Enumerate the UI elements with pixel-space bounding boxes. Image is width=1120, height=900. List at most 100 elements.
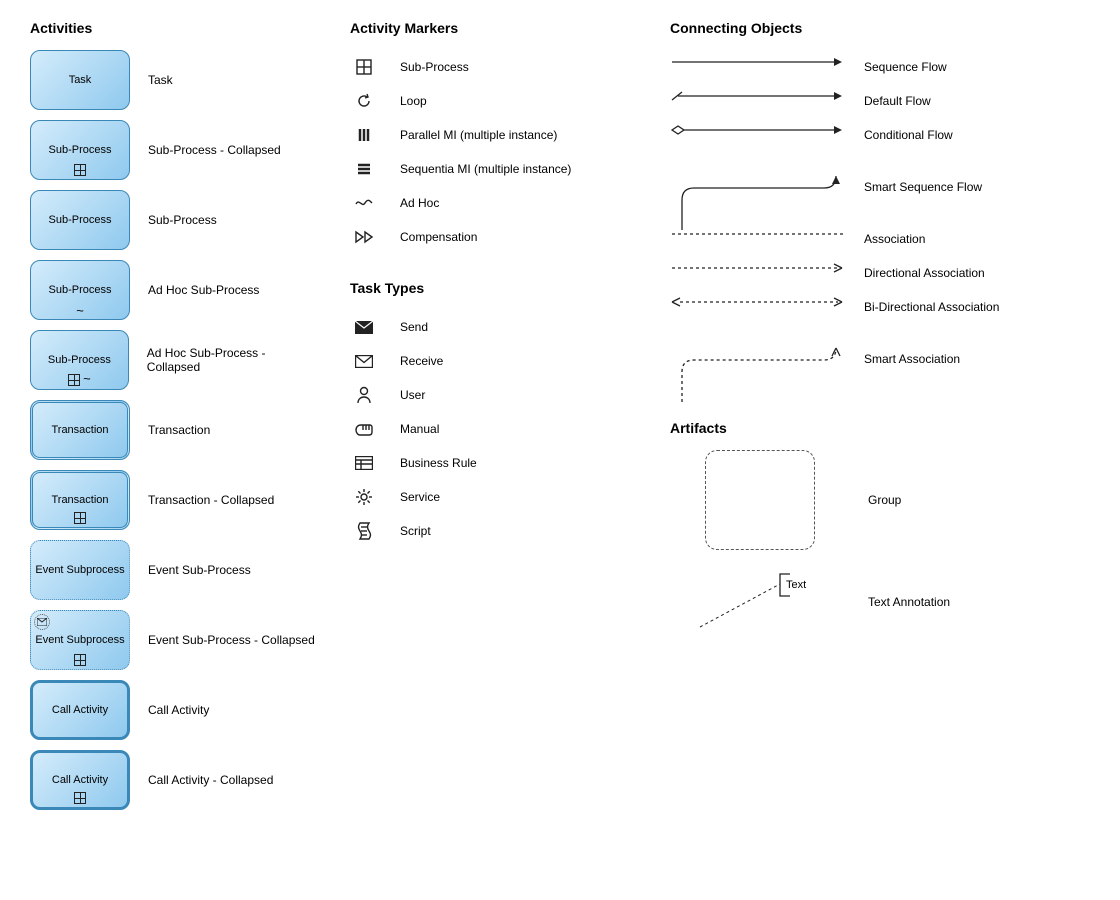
activity-marker-label: Sequentia MI (multiple instance) — [400, 162, 571, 176]
activity-label: Event Sub-Process — [148, 563, 251, 577]
task-type-label: Receive — [400, 354, 443, 368]
activity-shape: Sub-Process — [30, 120, 130, 180]
activity-shape: Transaction — [30, 400, 130, 460]
tilde-icon — [350, 198, 378, 208]
activity-shape-label: Event Subprocess — [35, 564, 124, 576]
bidir_association-connector-icon — [670, 292, 850, 322]
artifact-label: Group — [868, 493, 901, 507]
loop-icon — [350, 93, 378, 109]
activity-marker-label: Compensation — [400, 230, 477, 244]
activity-label: Call Activity - Collapsed — [148, 773, 273, 787]
user-icon — [350, 386, 378, 404]
activity-label: Ad Hoc Sub-Process - Collapsed — [147, 346, 320, 374]
task-type-row: Send — [350, 310, 640, 344]
artifact-row: Text Text Annotation — [670, 572, 1070, 632]
activity-shape: Sub-Process ~ — [30, 330, 129, 390]
activity-shape-label: Task — [69, 74, 92, 86]
connector-row: Association — [670, 222, 1070, 256]
artifacts-heading: Artifacts — [670, 420, 1070, 436]
parallel-icon — [350, 127, 378, 143]
activity-shape-label: Transaction — [51, 494, 108, 506]
association-connector-icon — [670, 224, 850, 254]
activity-row: Sub-Process ~ Ad Hoc Sub-Process - Colla… — [30, 330, 320, 390]
task-types-heading: Task Types — [350, 280, 640, 296]
activity-shape-label: Call Activity — [52, 704, 108, 716]
task-type-row: Receive — [350, 344, 640, 378]
send-icon — [350, 321, 378, 334]
activity-row: Event Subprocess Event Sub-Process - Col… — [30, 610, 320, 670]
activity-shape: Sub-Process ~ — [30, 260, 130, 320]
activity-markers-heading: Activity Markers — [350, 20, 640, 36]
activity-shape: Task — [30, 50, 130, 110]
activities-column: Activities Task Task Sub-Process Sub-Pro… — [30, 20, 320, 820]
compensation-icon — [350, 230, 378, 244]
activity-row: Sub-Process Sub-Process — [30, 190, 320, 250]
subprocess-marker-icon — [74, 654, 86, 666]
activity-label: Transaction — [148, 423, 210, 437]
script-icon — [350, 522, 378, 540]
activity-shape-label: Sub-Process — [48, 354, 111, 366]
activity-row: Transaction Transaction - Collapsed — [30, 470, 320, 530]
activity-marker-label: Sub-Process — [400, 60, 469, 74]
activity-marker-label: Ad Hoc — [400, 196, 439, 210]
dir_association-connector-icon — [670, 258, 850, 288]
svg-text:Text: Text — [786, 579, 806, 591]
subprocess-marker-icon — [74, 512, 86, 524]
task-type-row: Service — [350, 480, 640, 514]
connecting-objects-heading: Connecting Objects — [670, 20, 1070, 36]
activity-row: Sub-Process ~ Ad Hoc Sub-Process — [30, 260, 320, 320]
activity-label: Task — [148, 73, 173, 87]
connector-row: Bi-Directional Association — [670, 290, 1070, 324]
event-corner-icon — [34, 614, 50, 630]
activity-row: Task Task — [30, 50, 320, 110]
activity-label: Sub-Process - Collapsed — [148, 143, 281, 157]
connector-label: Bi-Directional Association — [864, 300, 999, 314]
connector-row: Sequence Flow — [670, 50, 1070, 84]
activity-row: Sub-Process Sub-Process - Collapsed — [30, 120, 320, 180]
receive-icon — [350, 355, 378, 368]
connector-label: Sequence Flow — [864, 60, 947, 74]
task-type-row: Script — [350, 514, 640, 548]
activity-label: Ad Hoc Sub-Process — [148, 283, 259, 297]
task-type-row: Business Rule — [350, 446, 640, 480]
activity-marker-label: Parallel MI (multiple instance) — [400, 128, 557, 142]
default-connector-icon — [670, 86, 850, 116]
activity-marker-row: Ad Hoc — [350, 186, 640, 220]
connector-row: Smart Sequence Flow — [670, 152, 1070, 222]
activity-marker-row: Sub-Process — [350, 50, 640, 84]
activity-shape: Event Subprocess — [30, 610, 130, 670]
activity-label: Transaction - Collapsed — [148, 493, 274, 507]
connector-row: Directional Association — [670, 256, 1070, 290]
activity-marker-label: Loop — [400, 94, 427, 108]
service-icon — [350, 488, 378, 506]
right-column: Connecting Objects Sequence Flow Default… — [670, 20, 1070, 820]
activities-heading: Activities — [30, 20, 320, 36]
conditional-connector-icon — [670, 120, 850, 150]
connector-label: Smart Association — [864, 352, 960, 366]
subprocess-marker-icon — [74, 792, 86, 804]
sequential-icon — [350, 161, 378, 177]
activity-shape: Call Activity — [30, 750, 130, 810]
middle-column: Activity Markers Sub-Process Loop Parall… — [350, 20, 640, 820]
activity-marker-row: Sequentia MI (multiple instance) — [350, 152, 640, 186]
activity-marker-row: Parallel MI (multiple instance) — [350, 118, 640, 152]
activity-shape-label: Sub-Process — [49, 284, 112, 296]
subprocess-marker-icon — [68, 374, 80, 386]
connector-row: Smart Association — [670, 324, 1070, 394]
artifact-row: Group — [670, 450, 1070, 550]
adhoc-marker-icon: ~ — [76, 306, 84, 316]
connector-label: Smart Sequence Flow — [864, 180, 982, 194]
activity-shape-label: Transaction — [51, 424, 108, 436]
task-type-label: Manual — [400, 422, 439, 436]
task-type-label: Service — [400, 490, 440, 504]
activity-shape: Sub-Process — [30, 190, 130, 250]
activity-row: Call Activity Call Activity — [30, 680, 320, 740]
activity-label: Event Sub-Process - Collapsed — [148, 633, 315, 647]
activity-marker-row: Compensation — [350, 220, 640, 254]
connector-label: Conditional Flow — [864, 128, 953, 142]
activity-label: Call Activity — [148, 703, 209, 717]
smart_association-connector-icon — [670, 344, 850, 374]
business-icon — [350, 456, 378, 470]
activity-label: Sub-Process — [148, 213, 217, 227]
subprocess-marker-icon — [74, 164, 86, 176]
